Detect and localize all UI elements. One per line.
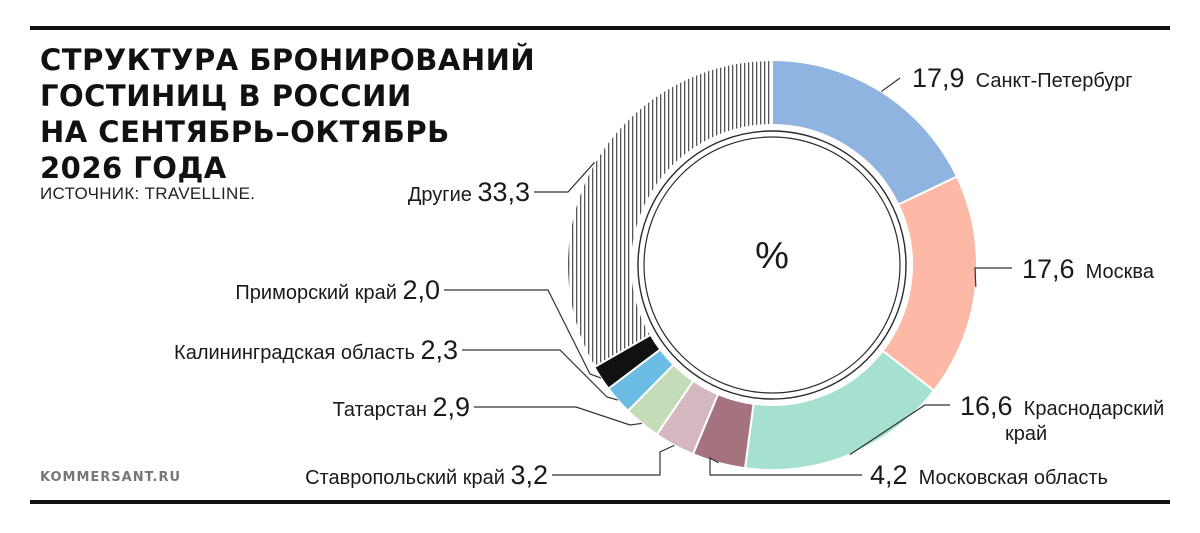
slice-label-краснодарский-край-line2: край (1005, 423, 1047, 445)
slice-value: 17,9 (912, 63, 965, 93)
slice-name: Другие (408, 184, 478, 206)
slice-другие (566, 58, 773, 369)
leader-lines (444, 77, 1012, 476)
slice-label-приморский-край: Приморский край 2,0 (235, 275, 440, 305)
slice-label-санкт-петербург: 17,9 Санкт-Петербург (912, 63, 1133, 93)
slice-value: 2,3 (420, 335, 458, 365)
slice-value: 16,6 (960, 391, 1013, 421)
slice-name: Калининградская область (174, 342, 420, 364)
donut-slices (566, 58, 978, 471)
title-line-3: НА СЕНТЯБРЬ–ОКТЯБРЬ (40, 115, 450, 149)
slice-label-калининградская-область: Калининградская область 2,3 (174, 335, 458, 365)
leader-line-калининградская-область (462, 349, 618, 401)
leader-line-москва (974, 267, 1012, 287)
slice-name: Приморский край (235, 282, 402, 304)
slice-value: 2,0 (402, 275, 440, 305)
inner-rings (637, 130, 907, 400)
leader-line-московская-область (709, 456, 862, 476)
slice-value: 33,3 (477, 177, 530, 207)
title-line-4: 2026 ГОДА (40, 151, 227, 185)
inner-ring-outer (637, 130, 907, 400)
slice-value: 4,2 (870, 460, 908, 490)
slice-name: Татарстан (333, 399, 433, 421)
leader-line-другие (534, 161, 596, 193)
slice-label-москва: 17,6 Москва (1022, 254, 1155, 284)
slice-name: Москва (1075, 261, 1155, 283)
source-note: ИСТОЧНИК: TRAVELLINE. (40, 184, 256, 203)
title-line-2: ГОСТИНИЦ В РОССИИ (40, 79, 412, 113)
leader-line-татарстан (474, 406, 642, 426)
slice-value: 17,6 (1022, 254, 1075, 284)
slice-labels: 17,9 Санкт-Петербург 17,6 Москва 16,6 Крас… (174, 63, 1164, 490)
slice-москва (881, 175, 978, 393)
site-credit: KOMMERSANT.RU (40, 470, 182, 485)
slice-value: 2,9 (432, 392, 470, 422)
slice-label-краснодарский-край: 16,6 Краснодарский (960, 391, 1164, 421)
slice-краснодарский-край (743, 349, 936, 471)
top-rule (30, 26, 1170, 30)
leader-line-приморский-край (444, 289, 602, 379)
slice-value: 3,2 (510, 460, 548, 490)
slice-name: Санкт-Петербург (965, 70, 1133, 92)
center-percent-label: % (755, 235, 789, 277)
slice-label-другие: Другие 33,3 (408, 177, 530, 207)
leader-line-санкт-петербург (880, 77, 901, 93)
bottom-rule (30, 500, 1170, 504)
slice-name: Краснодарский (1013, 398, 1165, 420)
slice-label-татарстан: Татарстан 2,9 (333, 392, 470, 422)
slice-label-московская-область: 4,2 Московская область (870, 460, 1108, 490)
title-line-1: СТРУКТУРА БРОНИРОВАНИЙ (40, 43, 536, 77)
leader-line-ставропольский-край (552, 444, 675, 476)
slice-label-ставропольский-край: Ставропольский край 3,2 (305, 460, 548, 490)
slice-name: Ставропольский край (305, 467, 510, 489)
inner-ring-inner (643, 136, 901, 394)
slice-name: Московская область (908, 467, 1108, 489)
chart-title: СТРУКТУРА БРОНИРОВАНИЙ ГОСТИНИЦ В РОССИИ… (40, 42, 540, 186)
leader-line-краснодарский-край (849, 404, 950, 456)
